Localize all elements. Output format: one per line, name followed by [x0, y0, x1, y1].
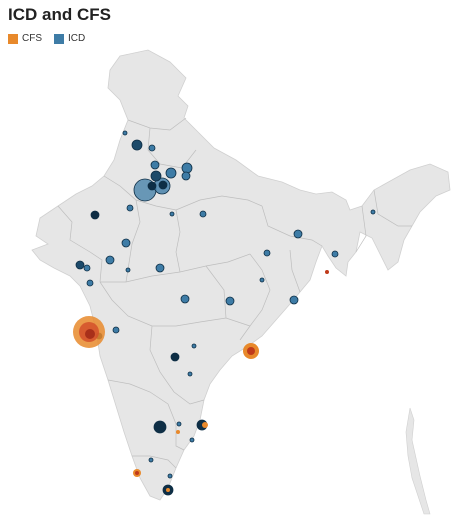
cfs-marker[interactable] — [202, 422, 208, 428]
icd-marker[interactable] — [122, 130, 128, 136]
cfs-marker[interactable] — [135, 471, 139, 475]
icd-marker[interactable] — [147, 181, 157, 191]
icd-marker[interactable] — [370, 209, 376, 215]
icd-marker[interactable] — [148, 457, 154, 463]
icd-marker[interactable] — [131, 139, 143, 151]
legend: CFS ICD — [8, 33, 85, 44]
icd-marker[interactable] — [181, 162, 193, 174]
icd-marker[interactable] — [155, 263, 165, 273]
icd-marker[interactable] — [105, 255, 115, 265]
icd-marker[interactable] — [75, 260, 85, 270]
cfs-marker[interactable] — [85, 329, 95, 339]
icd-marker[interactable] — [187, 371, 193, 377]
icd-marker[interactable] — [125, 267, 131, 273]
icd-marker[interactable] — [169, 211, 175, 217]
legend-label-icd: ICD — [68, 33, 86, 44]
icd-marker[interactable] — [165, 167, 177, 179]
icd-marker[interactable] — [153, 420, 167, 434]
india-landmass — [31, 49, 451, 501]
state-borders — [57, 117, 412, 469]
cfs-marker[interactable] — [166, 488, 170, 492]
icd-marker[interactable] — [331, 250, 339, 258]
icd-marker[interactable] — [148, 144, 156, 152]
icd-marker[interactable] — [150, 160, 160, 170]
legend-item-cfs[interactable]: CFS — [8, 33, 42, 44]
icd-marker[interactable] — [170, 352, 180, 362]
icd-marker[interactable] — [180, 294, 190, 304]
icd-marker[interactable] — [289, 295, 299, 305]
icd-marker[interactable] — [199, 210, 207, 218]
legend-label-cfs: CFS — [22, 33, 42, 44]
legend-swatch-icd — [54, 33, 64, 44]
icd-marker[interactable] — [181, 171, 191, 181]
icd-marker[interactable] — [191, 343, 197, 349]
icd-marker[interactable] — [83, 264, 91, 272]
chart-title: ICD and CFS — [8, 5, 111, 24]
icd-marker[interactable] — [189, 437, 195, 443]
icd-marker[interactable] — [167, 473, 173, 479]
andaman-islands — [405, 407, 431, 515]
icd-marker[interactable] — [86, 279, 94, 287]
cfs-marker[interactable] — [176, 430, 180, 434]
cfs-marker[interactable] — [247, 347, 255, 355]
icd-marker[interactable] — [126, 204, 134, 212]
legend-item-icd[interactable]: ICD — [54, 33, 85, 44]
icd-marker[interactable] — [90, 210, 100, 220]
legend-swatch-cfs — [8, 33, 18, 44]
icd-marker[interactable] — [121, 238, 131, 248]
icd-marker[interactable] — [263, 249, 271, 257]
icd-marker[interactable] — [259, 277, 265, 283]
cfs-marker[interactable] — [325, 270, 329, 274]
icd-marker[interactable] — [225, 296, 235, 306]
cfs-markers — [73, 270, 329, 492]
icd-marker[interactable] — [150, 170, 162, 182]
icd-marker[interactable] — [293, 229, 303, 239]
icd-marker[interactable] — [176, 421, 182, 427]
icd-marker[interactable] — [112, 326, 120, 334]
icd-marker[interactable] — [158, 180, 168, 190]
